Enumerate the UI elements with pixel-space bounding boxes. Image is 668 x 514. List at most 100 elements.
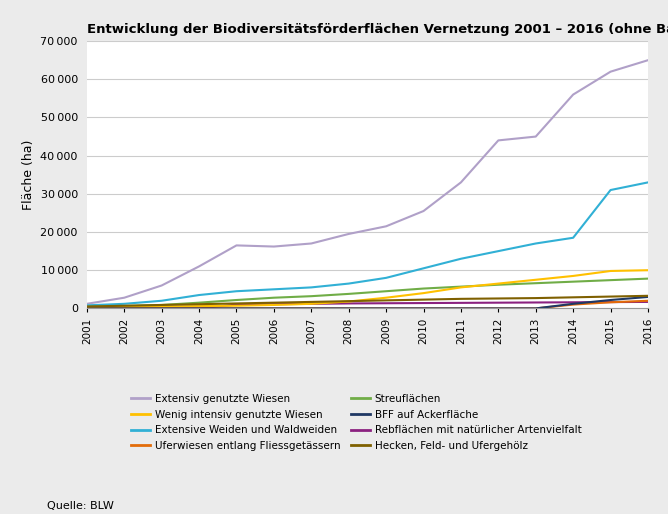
Wenig intensiv genutzte Wiesen: [644, 267, 652, 273]
Legend: Extensiv genutzte Wiesen, Wenig intensiv genutzte Wiesen, Extensive Weiden und W: Extensiv genutzte Wiesen, Wenig intensiv…: [131, 394, 582, 451]
Hecken, Feld- und Ufergehölz: [644, 292, 652, 299]
Extensiv genutzte Wiesen: [83, 301, 91, 307]
Hecken, Feld- und Ufergehölz: [83, 303, 91, 309]
Extensiv genutzte Wiesen: [158, 282, 166, 288]
BFF auf Ackerfläche: [232, 305, 240, 311]
Line: Extensiv genutzte Wiesen: Extensiv genutzte Wiesen: [87, 60, 648, 304]
Uferwiesen entlang Fliessgetässern: [345, 305, 353, 311]
Extensive Weiden und Waldweiden: [457, 255, 465, 262]
Streuflächen: [569, 279, 577, 285]
Extensive Weiden und Waldweiden: [158, 298, 166, 304]
Uferwiesen entlang Fliessgetässern: [232, 305, 240, 311]
Uferwiesen entlang Fliessgetässern: [569, 302, 577, 308]
Extensiv genutzte Wiesen: [232, 242, 240, 248]
Streuflächen: [457, 284, 465, 290]
Line: Hecken, Feld- und Ufergehölz: Hecken, Feld- und Ufergehölz: [87, 296, 648, 306]
Hecken, Feld- und Ufergehölz: [158, 302, 166, 308]
BFF auf Ackerfläche: [120, 305, 128, 311]
Uferwiesen entlang Fliessgetässern: [457, 305, 465, 311]
Wenig intensiv genutzte Wiesen: [494, 281, 502, 287]
Extensiv genutzte Wiesen: [420, 208, 428, 214]
Uferwiesen entlang Fliessgetässern: [307, 305, 315, 311]
Uferwiesen entlang Fliessgetässern: [195, 305, 203, 311]
Streuflächen: [120, 303, 128, 309]
Extensive Weiden und Waldweiden: [307, 284, 315, 290]
BFF auf Ackerfläche: [307, 305, 315, 311]
BFF auf Ackerfläche: [644, 294, 652, 300]
Wenig intensiv genutzte Wiesen: [232, 303, 240, 309]
Extensive Weiden und Waldweiden: [345, 281, 353, 287]
Hecken, Feld- und Ufergehölz: [607, 293, 615, 300]
Rebflächen mit natürlicher Artenvielfalt: [345, 300, 353, 306]
Extensive Weiden und Waldweiden: [607, 187, 615, 193]
Line: Rebflächen mit natürlicher Artenvielfalt: Rebflächen mit natürlicher Artenvielfalt: [87, 302, 648, 308]
Wenig intensiv genutzte Wiesen: [532, 277, 540, 283]
Wenig intensiv genutzte Wiesen: [195, 303, 203, 309]
Uferwiesen entlang Fliessgetässern: [270, 305, 278, 311]
Rebflächen mit natürlicher Artenvielfalt: [195, 305, 203, 311]
Rebflächen mit natürlicher Artenvielfalt: [120, 305, 128, 311]
Rebflächen mit natürlicher Artenvielfalt: [494, 300, 502, 306]
Rebflächen mit natürlicher Artenvielfalt: [532, 299, 540, 305]
Extensive Weiden und Waldweiden: [195, 292, 203, 298]
Hecken, Feld- und Ufergehölz: [345, 298, 353, 304]
Extensive Weiden und Waldweiden: [270, 286, 278, 292]
Streuflächen: [420, 285, 428, 291]
Streuflächen: [607, 277, 615, 283]
BFF auf Ackerfläche: [382, 305, 390, 311]
Streuflächen: [270, 295, 278, 301]
Extensiv genutzte Wiesen: [494, 137, 502, 143]
Extensiv genutzte Wiesen: [607, 68, 615, 75]
Streuflächen: [195, 300, 203, 306]
Extensiv genutzte Wiesen: [532, 134, 540, 140]
BFF auf Ackerfläche: [158, 305, 166, 311]
Wenig intensiv genutzte Wiesen: [420, 290, 428, 296]
Hecken, Feld- und Ufergehölz: [420, 297, 428, 303]
Extensiv genutzte Wiesen: [307, 241, 315, 247]
Hecken, Feld- und Ufergehölz: [494, 296, 502, 302]
Rebflächen mit natürlicher Artenvielfalt: [607, 299, 615, 305]
Rebflächen mit natürlicher Artenvielfalt: [232, 302, 240, 308]
Line: Streuflächen: Streuflächen: [87, 279, 648, 307]
Streuflächen: [307, 293, 315, 299]
Rebflächen mit natürlicher Artenvielfalt: [83, 305, 91, 311]
Extensive Weiden und Waldweiden: [532, 241, 540, 247]
Rebflächen mit natürlicher Artenvielfalt: [307, 301, 315, 307]
Uferwiesen entlang Fliessgetässern: [83, 305, 91, 311]
Line: Wenig intensiv genutzte Wiesen: Wenig intensiv genutzte Wiesen: [87, 270, 648, 307]
Wenig intensiv genutzte Wiesen: [158, 303, 166, 309]
Wenig intensiv genutzte Wiesen: [457, 284, 465, 290]
Hecken, Feld- und Ufergehölz: [457, 296, 465, 302]
BFF auf Ackerfläche: [420, 305, 428, 311]
Wenig intensiv genutzte Wiesen: [83, 304, 91, 310]
BFF auf Ackerfläche: [195, 305, 203, 311]
Uferwiesen entlang Fliessgetässern: [644, 298, 652, 304]
Hecken, Feld- und Ufergehölz: [307, 299, 315, 305]
Rebflächen mit natürlicher Artenvielfalt: [158, 305, 166, 311]
Wenig intensiv genutzte Wiesen: [345, 299, 353, 305]
BFF auf Ackerfläche: [83, 305, 91, 311]
Streuflächen: [83, 304, 91, 310]
Extensive Weiden und Waldweiden: [120, 301, 128, 307]
Wenig intensiv genutzte Wiesen: [307, 301, 315, 307]
Extensiv genutzte Wiesen: [120, 295, 128, 301]
Streuflächen: [345, 291, 353, 297]
Wenig intensiv genutzte Wiesen: [270, 302, 278, 308]
Rebflächen mit natürlicher Artenvielfalt: [457, 300, 465, 306]
Uferwiesen entlang Fliessgetässern: [420, 305, 428, 311]
Extensiv genutzte Wiesen: [457, 179, 465, 186]
Rebflächen mit natürlicher Artenvielfalt: [270, 301, 278, 307]
Uferwiesen entlang Fliessgetässern: [120, 305, 128, 311]
Wenig intensiv genutzte Wiesen: [120, 304, 128, 310]
Wenig intensiv genutzte Wiesen: [569, 273, 577, 279]
Extensiv genutzte Wiesen: [195, 263, 203, 269]
Streuflächen: [232, 297, 240, 303]
Text: Entwicklung der Biodiversitätsförderflächen Vernetzung 2001 – 2016 (ohne Bäume): Entwicklung der Biodiversitätsförderfläc…: [87, 23, 668, 36]
Extensiv genutzte Wiesen: [569, 91, 577, 98]
Streuflächen: [382, 288, 390, 295]
Uferwiesen entlang Fliessgetässern: [532, 305, 540, 311]
BFF auf Ackerfläche: [457, 305, 465, 311]
Line: Extensive Weiden und Waldweiden: Extensive Weiden und Waldweiden: [87, 182, 648, 305]
BFF auf Ackerfläche: [607, 297, 615, 303]
Line: BFF auf Ackerfläche: BFF auf Ackerfläche: [87, 297, 648, 308]
